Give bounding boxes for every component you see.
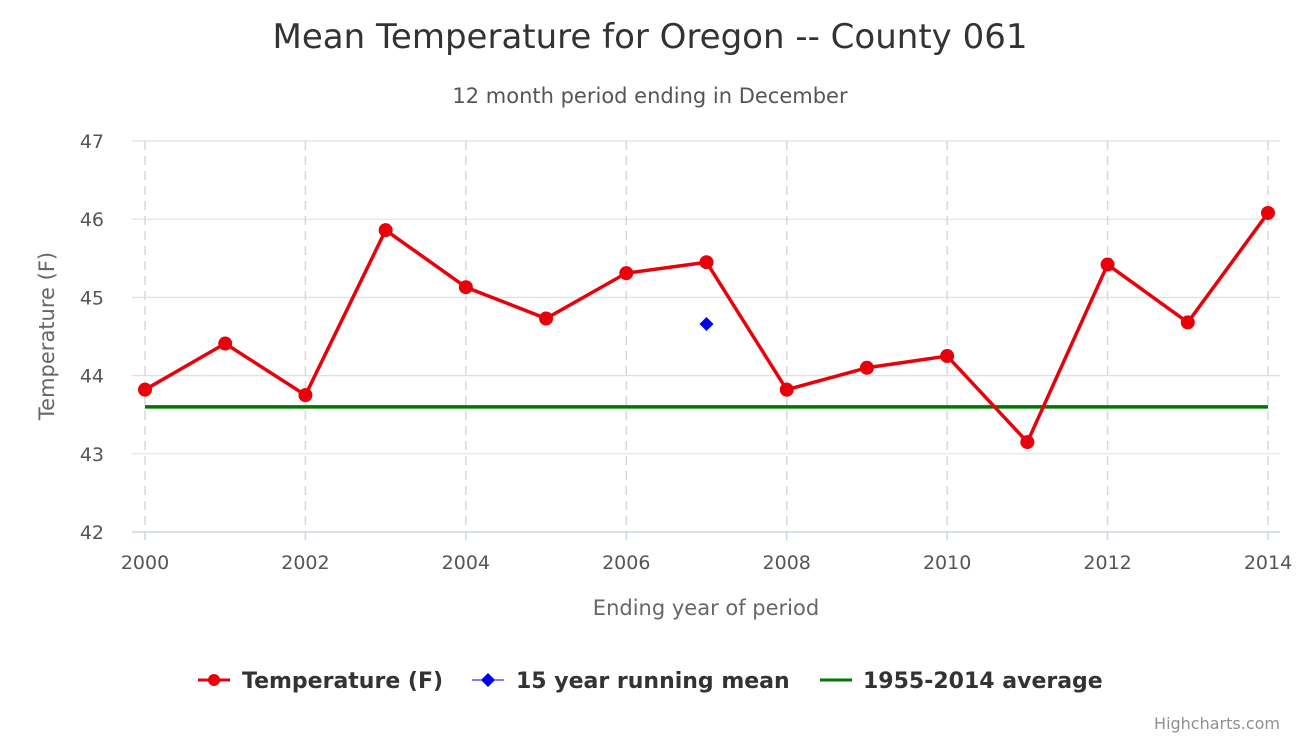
temperature-point [1180, 315, 1195, 330]
temperature-point [539, 311, 554, 326]
credits-link[interactable]: Highcharts.com [1154, 714, 1280, 733]
temperature-point [1020, 435, 1035, 450]
x-axis-title: Ending year of period [593, 596, 819, 620]
temperature-point [1261, 205, 1275, 220]
chart-title: Mean Temperature for Oregon -- County 06… [273, 17, 1028, 57]
x-tick-label: 2012 [1083, 552, 1131, 574]
legend-average-label: 1955-2014 average [863, 669, 1103, 694]
x-tick-label: 2008 [763, 552, 811, 574]
temperature-point [619, 266, 634, 281]
temperature-point [458, 280, 473, 295]
x-gridlines [144, 141, 1269, 540]
legend-running-mean-label: 15 year running mean [516, 669, 790, 694]
x-tick-label: 2014 [1244, 552, 1292, 574]
temperature-point [859, 360, 874, 375]
series-layer [138, 205, 1275, 450]
legend-temperature-marker-icon [208, 674, 220, 686]
legend-item-temperature[interactable]: Temperature (F) [198, 669, 443, 694]
legend: Temperature (F) 15 year running mean 195… [198, 669, 1103, 694]
y-tick-labels: 42 43 44 45 46 47 [80, 131, 104, 544]
y-tick-label: 47 [80, 131, 104, 153]
legend-item-average[interactable]: 1955-2014 average [820, 669, 1103, 694]
legend-temperature-label: Temperature (F) [242, 669, 443, 694]
y-tick-label: 44 [80, 366, 104, 388]
running-mean-point [699, 316, 714, 331]
temperature-point [218, 336, 233, 351]
legend-running-mean-diamond-icon [481, 673, 495, 687]
temperature-point [699, 255, 714, 270]
x-tick-labels: 2000 2002 2004 2006 2008 2010 2012 2014 [121, 552, 1292, 574]
y-tick-label: 45 [80, 287, 104, 309]
chart-subtitle: 12 month period ending in December [452, 84, 848, 108]
legend-item-running-mean[interactable]: 15 year running mean [472, 669, 790, 694]
temperature-point [298, 388, 313, 403]
y-tick-label: 46 [80, 209, 104, 231]
x-tick-label: 2002 [281, 552, 329, 574]
x-tick-label: 2006 [602, 552, 650, 574]
temperature-point [378, 223, 393, 238]
x-tick-label: 2000 [121, 552, 169, 574]
temperature-point [779, 382, 794, 397]
temperature-point [138, 382, 152, 397]
y-gridlines [132, 140, 1280, 455]
x-tick-label: 2010 [923, 552, 971, 574]
y-tick-label: 43 [80, 444, 104, 466]
y-axis-title: Temperature (F) [35, 252, 59, 421]
temperature-point [1100, 257, 1115, 272]
x-tick-label: 2004 [442, 552, 490, 574]
temperature-point [940, 349, 955, 364]
y-tick-label: 42 [80, 522, 104, 544]
